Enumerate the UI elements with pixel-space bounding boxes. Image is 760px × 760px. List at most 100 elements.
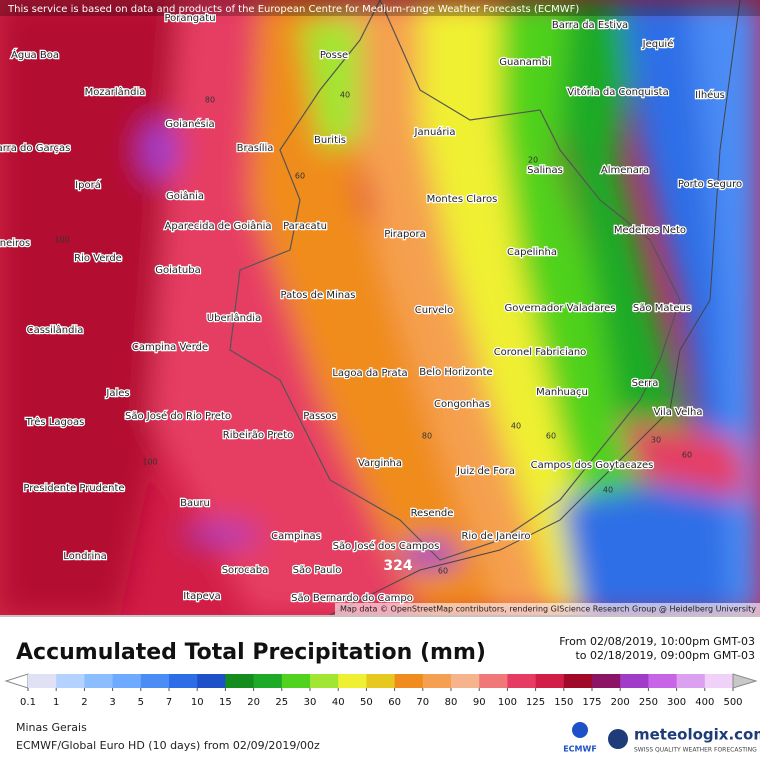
colorbar-tick-label: 30: [304, 697, 317, 708]
colorbar-tick-label: 7: [166, 697, 172, 708]
colorbar-tick-label: 0.1: [20, 697, 36, 708]
contour-label: 100: [142, 458, 157, 467]
meteologix-logo: [608, 729, 628, 749]
city-label: Curvelo: [415, 305, 453, 316]
city-label: Paracatu: [283, 221, 327, 232]
colorbar-segment: [56, 674, 85, 688]
contour-label: 60: [438, 567, 448, 576]
city-label: Lagoa da Prata: [332, 368, 407, 379]
colorbar-tick-label: 50: [360, 697, 373, 708]
city-label: Aparecida de Goiânia: [165, 220, 272, 232]
colorbar-segment: [140, 674, 170, 688]
colorbar-tick-label: 5: [138, 697, 144, 708]
city-label: Medeiros Neto: [614, 225, 686, 236]
city-label: Resende: [411, 508, 454, 519]
colorbar-segment: [281, 674, 311, 688]
colorbar-segment: [310, 674, 339, 688]
city-label: Jales: [105, 388, 129, 399]
colorbar-tick-label: 400: [695, 697, 714, 708]
contour-label: 30: [651, 436, 661, 445]
city-label: Iporá: [75, 179, 101, 191]
colorbar-segment: [620, 674, 649, 688]
city-label: Brasília: [237, 142, 274, 154]
colorbar-segment: [563, 674, 593, 688]
colorbar-tick-label: 25: [275, 697, 288, 708]
city-label: Montes Claros: [427, 194, 498, 205]
city-label: Salinas: [527, 165, 563, 176]
colorbar-tick-label: 15: [219, 697, 232, 708]
colorbar-segment: [451, 674, 480, 688]
ecmwf-logo: [572, 722, 588, 738]
colorbar-segment: [394, 674, 424, 688]
state-border: [229, 0, 681, 561]
colorbar-tick-label: 3: [109, 697, 115, 708]
city-label: Pirapora: [384, 229, 426, 240]
city-label: Água Boa: [11, 48, 59, 61]
contour-label: 40: [603, 486, 613, 495]
colorbar-tick-label: 500: [723, 697, 742, 708]
colorbar-segment: [253, 674, 283, 688]
city-label: São José do Rio Preto: [125, 410, 231, 422]
colorbar-segment: [28, 674, 57, 688]
city-label: Goiatuba: [155, 265, 201, 276]
ecmwf-label: ECMWF: [563, 745, 597, 754]
colorbar-under: [4, 673, 29, 689]
colorbar-tick-label: 20: [247, 697, 260, 708]
city-label: Porangatu: [164, 13, 215, 24]
city-label: Varginha: [358, 458, 402, 469]
colorbar-tick-label: 10: [191, 697, 204, 708]
colorbar-over: [732, 673, 758, 689]
contour-label: 100: [54, 236, 69, 245]
notice-bar: [0, 0, 760, 16]
contour-label: 60: [295, 172, 305, 181]
colorbar-tick-label: 300: [667, 697, 686, 708]
city-label: Posse: [320, 50, 348, 61]
city-label: São Bernardo do Campo: [291, 593, 413, 604]
city-label: Cassilândia: [27, 324, 84, 336]
attribution: Map data © OpenStreetMap contributors, r…: [340, 605, 756, 614]
colorbar-segment: [507, 674, 537, 688]
city-label: Buritis: [314, 135, 346, 146]
city-label: Vitória da Conquista: [567, 86, 668, 98]
region: Minas Gerais: [16, 721, 87, 734]
city-label: Campinas: [271, 531, 321, 542]
colorbar-segment: [479, 674, 508, 688]
city-label: Juiz de Fora: [456, 466, 515, 477]
contour-label: 40: [340, 91, 350, 100]
brand: meteologix.com: [634, 726, 760, 744]
city-label: Rio Verde: [74, 253, 122, 264]
city-label: Barra do Garças: [0, 143, 70, 154]
colorbar-segment: [592, 674, 621, 688]
colorbar-segment: [112, 674, 142, 688]
legend-panel: Accumulated Total Precipitation (mm) Fro…: [0, 615, 760, 754]
contour-label: 324: [383, 558, 412, 574]
city-label: Presidente Prudente: [23, 483, 124, 494]
city-label: Bauru: [180, 498, 210, 509]
contour-label: 40: [511, 422, 521, 431]
contour-label: 20: [528, 156, 538, 165]
legend-title: Accumulated Total Precipitation (mm): [16, 640, 486, 665]
city-label: Manhuaçu: [536, 387, 588, 398]
colorbar-tick-label: 175: [582, 697, 601, 708]
colorbar-tick-label: 150: [554, 697, 573, 708]
colorbar-tick-label: 125: [526, 697, 545, 708]
city-label: São José dos Campos: [333, 540, 440, 552]
colorbar-tick-label: 80: [445, 697, 458, 708]
city-label: Campos dos Goytacazes: [531, 460, 654, 471]
precipitation-map: This service is based on data and produc…: [0, 0, 760, 615]
city-label: Jequié: [642, 38, 674, 50]
contour-label: 80: [205, 96, 215, 105]
city-label: Belo Horizonte: [419, 367, 492, 378]
city-label: Vila Velha: [654, 407, 703, 418]
city-label: Ilhéus: [695, 89, 725, 101]
city-label: Londrina: [63, 551, 107, 562]
notice: This service is based on data and produc…: [7, 4, 579, 15]
colorbar-tick-label: 40: [332, 697, 345, 708]
period-from: From 02/08/2019, 10:00pm GMT-03: [559, 635, 755, 648]
colorbar-tick-label: 250: [639, 697, 658, 708]
colorbar-segment: [422, 674, 452, 688]
colorbar-tick-label: 100: [498, 697, 517, 708]
city-label: Porto Seguro: [678, 179, 742, 190]
colorbar-tick-label: 60: [388, 697, 401, 708]
